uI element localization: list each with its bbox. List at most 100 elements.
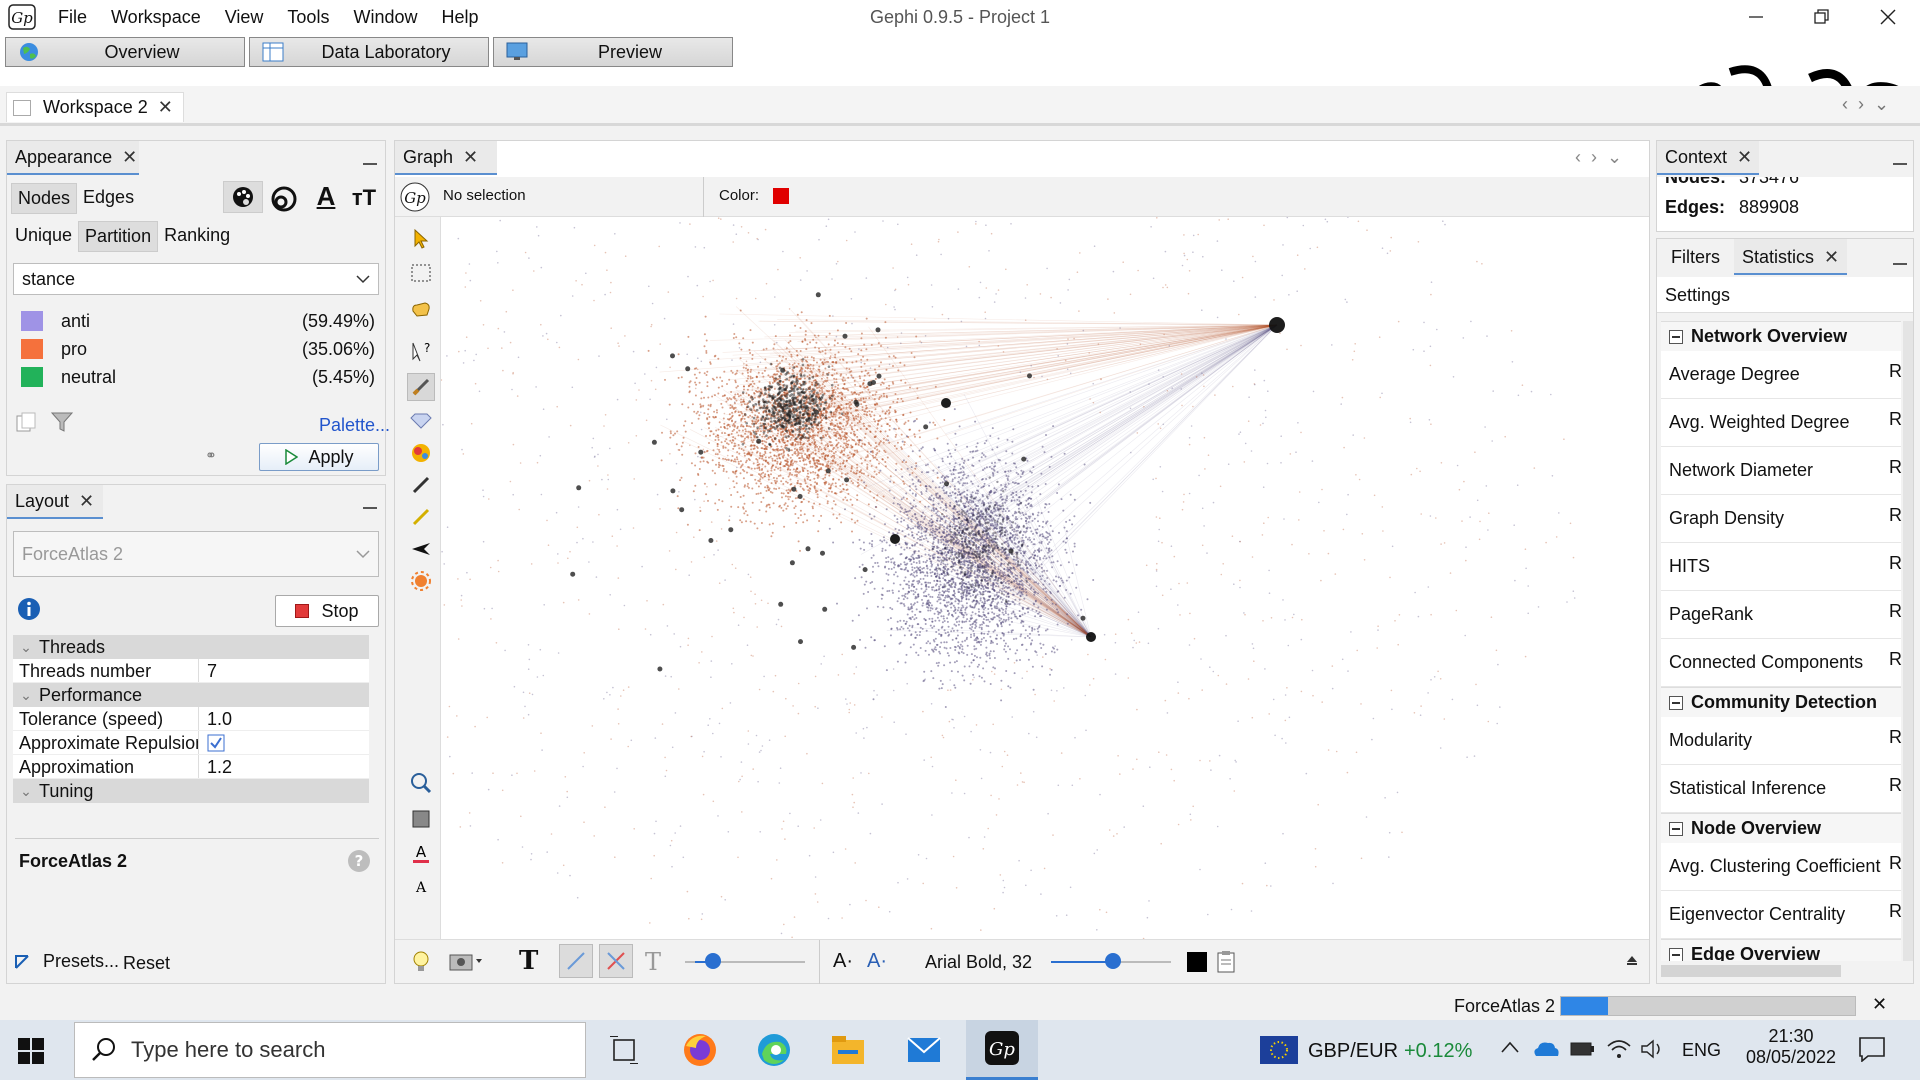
edge-color-icon[interactable] [599,944,633,978]
collapse-toggle-icon[interactable] [1669,695,1683,710]
minimize-layout-button[interactable] [363,507,377,509]
drag-hand-icon[interactable] [407,295,435,323]
network-graph-visualization[interactable] [441,217,1649,939]
run-avg-weighted-degree-button[interactable]: R [1889,409,1902,429]
run-network-diameter-button[interactable]: R [1889,457,1902,477]
layout-tab[interactable]: Layout ✕ [7,485,103,519]
statistics-horizontal-scrollbar[interactable] [1661,965,1841,977]
label-size-tool-icon[interactable]: A [407,873,435,901]
color-swatch[interactable] [21,339,43,359]
partition-tab[interactable]: Partition [78,221,159,252]
eu-flag-icon[interactable] [1260,1036,1298,1064]
network-overview-category[interactable]: Network Overview [1661,321,1901,351]
threads-group[interactable]: ⌄ Threads [13,635,369,659]
settings-sun-icon[interactable] [407,567,435,595]
stop-button[interactable]: Stop [275,595,379,627]
wifi-icon[interactable] [1606,1038,1632,1060]
volume-icon[interactable] [1640,1038,1666,1060]
battery-icon[interactable] [1570,1040,1596,1058]
community-detection-category[interactable]: Community Detection [1661,687,1901,717]
node-overview-category[interactable]: Node Overview [1661,813,1901,843]
graph-tab-nav-arrows[interactable]: ‹›⌄ [1575,147,1633,167]
rectangle-selection-icon[interactable] [407,259,435,287]
file-explorer-icon[interactable] [830,1034,866,1066]
heatmap-icon[interactable] [407,439,435,467]
notification-center-icon[interactable] [1858,1036,1886,1062]
threads-number-input[interactable]: 7 [207,661,218,681]
windows-start-icon[interactable] [18,1038,44,1064]
font-color-icon[interactable]: A· [867,950,887,972]
run-graph-density-button[interactable]: R [1889,505,1902,525]
performance-group[interactable]: ⌄ Performance [13,683,369,707]
close-window-button[interactable] [1858,0,1918,34]
minimize-context-button[interactable] [1893,163,1907,165]
screenshot-camera-icon[interactable] [449,950,483,972]
diamond-sizer-icon[interactable] [407,407,435,435]
edit-node-icon[interactable]: ? [407,337,435,365]
edge-overview-category[interactable]: Edge Overview [1661,939,1901,961]
run-connected-components-button[interactable]: R [1889,649,1902,669]
direct-selection-icon[interactable] [407,225,435,253]
close-appearance-icon[interactable]: ✕ [122,146,138,167]
help-icon[interactable]: ? [347,849,371,873]
run-hits-button[interactable]: R [1889,553,1902,573]
partition-attribute-dropdown[interactable]: stance [13,263,379,295]
label-size-slider-thumb[interactable] [1105,953,1121,969]
edge-scale-slider-thumb[interactable] [705,953,721,969]
background-color-icon[interactable] [407,805,435,833]
run-statistical-inference-button[interactable]: R [1889,775,1902,795]
approximate-repulsion-checkbox[interactable] [207,734,225,752]
list-item[interactable]: pro (35.06%) [21,335,375,363]
presets-button[interactable]: Presets... [15,951,119,972]
edges-tab[interactable]: Edges [83,187,135,207]
gephi-taskbar-button[interactable]: Gp [966,1020,1038,1080]
expand-toolbar-icon[interactable] [1625,952,1639,966]
edge-scale-slider[interactable] [685,961,805,963]
label-color-icon[interactable]: A [316,181,336,211]
ranking-tab[interactable]: Ranking [164,225,231,245]
unique-tab[interactable]: Unique [15,225,73,245]
edge-pencil-icon[interactable] [407,503,435,531]
data-laboratory-mode-button[interactable]: Data Laboratory [249,37,489,67]
run-clustering-coefficient-button[interactable]: R [1889,853,1902,873]
filters-tab[interactable]: Filters [1671,246,1720,267]
node-size-icon[interactable] [269,185,299,213]
link-icon[interactable]: ⚭ [205,447,217,463]
color-swatch[interactable] [21,367,43,387]
overview-mode-button[interactable]: Overview [5,37,245,67]
close-layout-icon[interactable]: ✕ [79,490,95,511]
filter-icon[interactable] [51,411,75,435]
context-tab[interactable]: Context ✕ [1657,141,1759,175]
label-font-selector[interactable]: Arial Bold, 32 [925,952,1033,972]
task-view-icon[interactable] [610,1036,638,1064]
graph-canvas[interactable] [441,217,1649,939]
close-workspace-icon[interactable]: ✕ [157,97,173,117]
pencil-icon[interactable] [407,471,435,499]
restore-window-button[interactable] [1792,0,1852,34]
close-context-icon[interactable]: ✕ [1737,146,1753,167]
collapse-toggle-icon[interactable] [1669,329,1683,344]
taskbar-search-box[interactable]: Type here to search [74,1022,586,1078]
minimize-appearance-button[interactable] [363,163,377,165]
clock[interactable]: 21:30 08/05/2022 [1736,1026,1846,1068]
label-mode-icon[interactable]: T [645,948,662,976]
minimize-window-button[interactable] [1726,0,1786,34]
approximation-input[interactable]: 1.2 [207,757,233,777]
statistics-scrollbar[interactable] [1903,321,1913,961]
show-labels-icon[interactable]: T [519,946,539,976]
tuning-group[interactable]: ⌄ Tuning [13,779,369,803]
zoom-fit-icon[interactable] [407,769,435,797]
firefox-icon[interactable] [682,1032,718,1068]
menu-file[interactable]: File [58,7,88,27]
collapse-toggle-icon[interactable] [1669,821,1683,836]
font-size-down-icon[interactable]: A· [833,950,853,972]
cancel-task-icon[interactable]: ✕ [1872,994,1888,1014]
preview-mode-button[interactable]: Preview [493,37,733,67]
selection-color-swatch[interactable] [773,188,789,204]
layout-algorithm-dropdown[interactable]: ForceAtlas 2 [13,531,379,577]
export-clipboard-icon[interactable] [1215,950,1239,974]
menu-workspace[interactable]: Workspace [111,7,201,27]
palette-link[interactable]: Palette... [319,415,391,435]
edge-display-icon[interactable] [559,944,593,978]
workspace-tab[interactable]: Workspace 2 ✕ [6,92,184,122]
